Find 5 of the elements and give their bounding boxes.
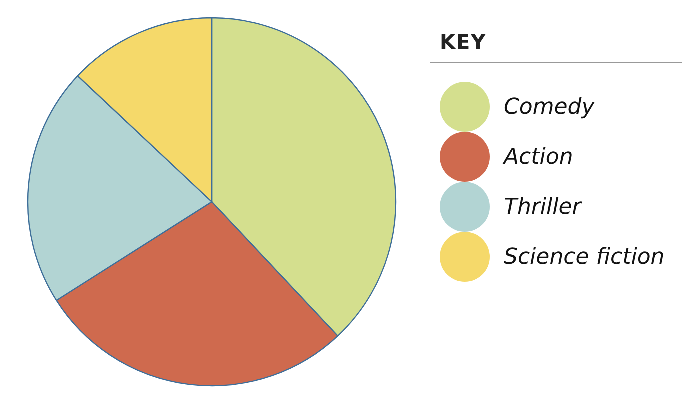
legend-title: KEY	[430, 30, 682, 63]
legend-label: Comedy	[504, 94, 595, 120]
legend-label: Action	[504, 144, 574, 170]
legend-label: Science fiction	[504, 244, 665, 270]
legend-label: Thriller	[504, 194, 582, 220]
